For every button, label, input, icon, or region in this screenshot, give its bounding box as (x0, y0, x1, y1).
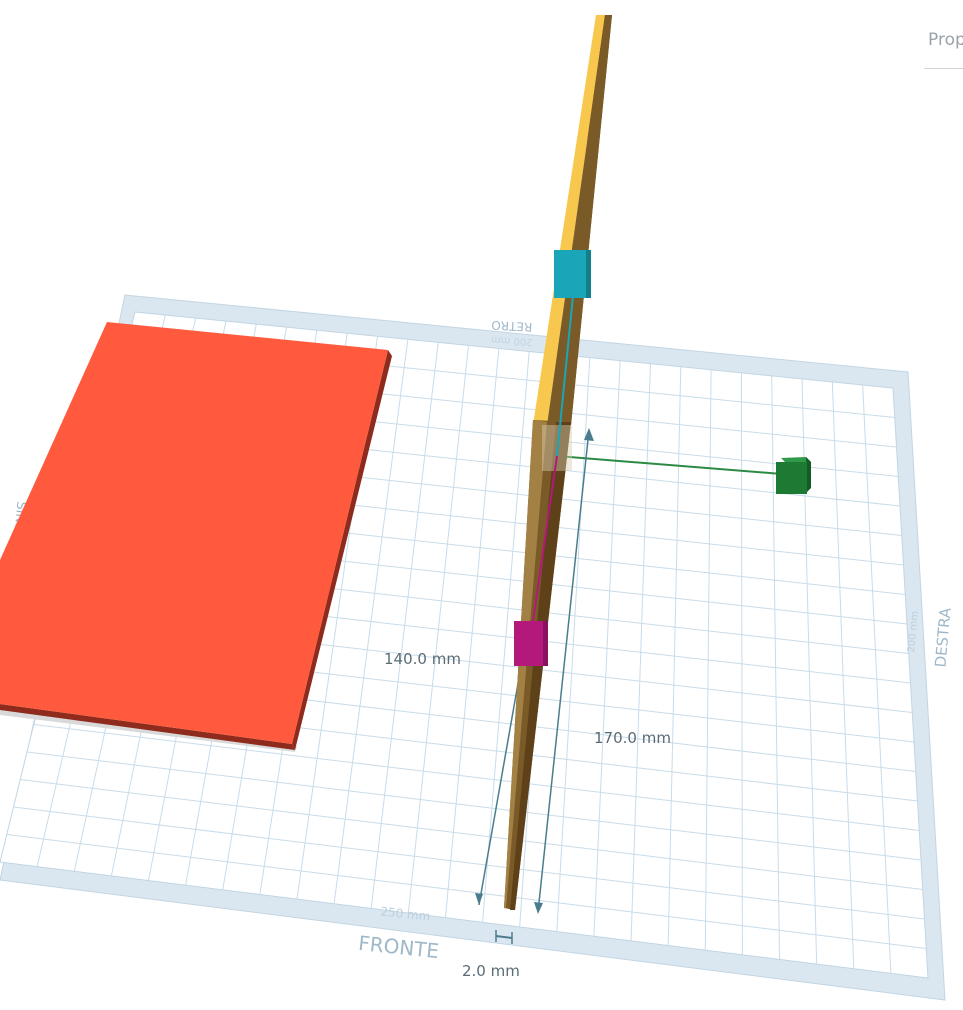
dimension-label-140: 140.0 mm (384, 650, 461, 668)
dim-arrow-170-top (584, 428, 594, 441)
lift-handle-body (514, 621, 548, 666)
height-handle-body (554, 250, 591, 298)
rotate-handle[interactable] (776, 457, 811, 494)
workplane-label-back: RETRO (491, 318, 533, 334)
dim-line-width (495, 935, 513, 939)
rotate-handle-front (776, 462, 807, 494)
rod-edge (547, 15, 612, 425)
grid-line-row (33, 724, 920, 831)
lift-handle[interactable] (514, 621, 548, 666)
dim-line-170 (537, 429, 590, 913)
workplane-size-back: 200 mm (491, 334, 533, 347)
dimension-label-170: 170.0 mm (594, 729, 671, 747)
workplane-label-right: DESTRA (931, 606, 954, 668)
red-box-side-front (0, 704, 295, 750)
grid-line-row (20, 779, 923, 890)
rotate-handle-right (806, 457, 811, 493)
height-handle[interactable] (554, 250, 591, 298)
properties-tab-label: Proprietà (928, 30, 963, 50)
lift-handle-shade (543, 621, 548, 666)
center-axis-line (556, 295, 574, 457)
properties-panel-tab[interactable]: Proprietà (924, 30, 963, 69)
red-box-top (0, 322, 388, 744)
workplane-size-right: 200 mm (906, 611, 921, 654)
grid-line-row (13, 806, 925, 920)
dim-arrow-140 (475, 893, 483, 905)
dim-arrow-170-bottom (534, 902, 543, 914)
rotate-handle-line (556, 455, 783, 475)
red-box-shape[interactable] (0, 322, 392, 752)
grid-line-row (26, 751, 922, 861)
center-axis-line-lower (529, 455, 558, 643)
workplane-size-front: 250 mm (380, 904, 431, 923)
rod-face-light (533, 15, 605, 425)
height-handle-shade (586, 250, 591, 298)
dimension-label-width: 2.0 mm (462, 962, 520, 980)
rotate-handle-top (781, 457, 811, 463)
red-box-side-right (292, 350, 392, 750)
workplane-label-front: FRONTE (357, 931, 440, 963)
grid-line-row (6, 834, 927, 949)
